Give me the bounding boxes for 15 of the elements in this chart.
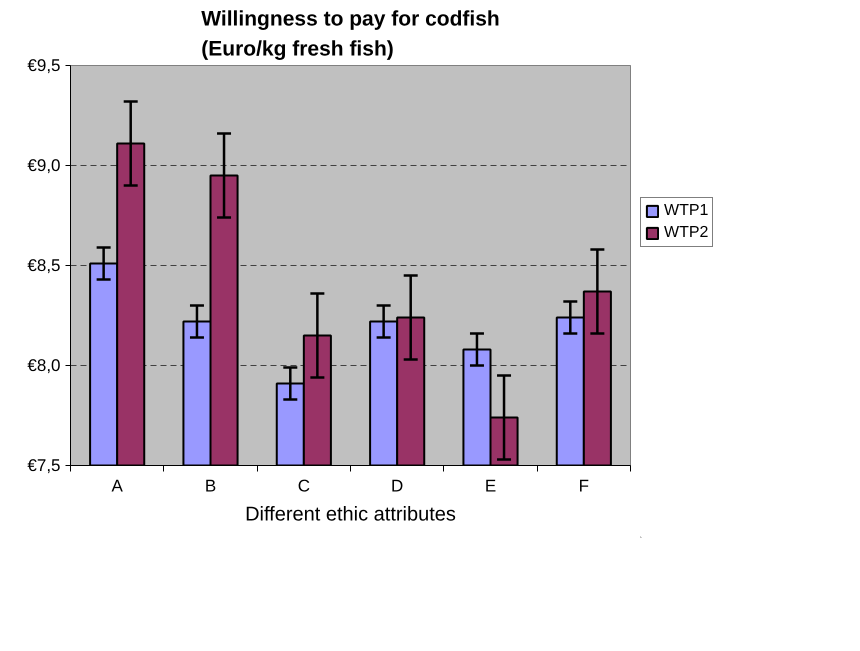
x-tick-label: C bbox=[298, 476, 310, 496]
y-tick-label: €9,5 bbox=[27, 56, 61, 75]
x-axis-title: Different ethic attributes bbox=[245, 504, 456, 526]
x-tick-label: F bbox=[578, 476, 590, 496]
y-tick-label: €9,0 bbox=[27, 156, 61, 175]
x-tick-label: E bbox=[484, 476, 496, 496]
legend-label: WTP1 bbox=[664, 202, 708, 220]
y-tick-label: €7,5 bbox=[27, 456, 61, 475]
chart-title: Willingness to pay for codfish (Euro/kg fresh fish) bbox=[201, 8, 500, 60]
x-tick-label: D bbox=[391, 476, 404, 496]
y-tick-label: €8,5 bbox=[27, 256, 61, 275]
x-tick-label: A bbox=[111, 476, 124, 496]
y-tick-label: €8,0 bbox=[27, 356, 61, 375]
x-tick-label: B bbox=[204, 476, 216, 496]
legend-label: WTP2 bbox=[664, 224, 708, 242]
